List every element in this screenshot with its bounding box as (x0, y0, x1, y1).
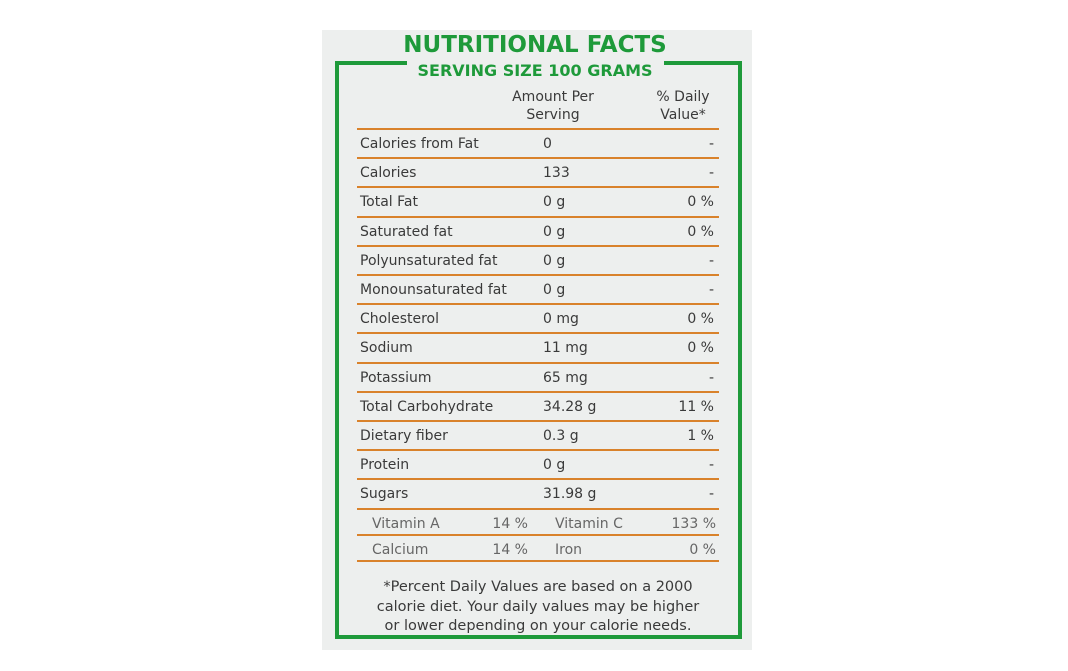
daily-value: - (708, 457, 714, 474)
nutrient: Polyunsaturated fat (360, 252, 498, 269)
daily-value: - (708, 369, 714, 386)
footnote: or lower depending on your calorie needs… (384, 618, 692, 634)
daily-value: 0 % (687, 194, 714, 211)
vitamin: Vitamin A (372, 515, 440, 532)
nutrient: Monounsaturated fat (360, 282, 507, 298)
amount: 0 g (543, 252, 566, 269)
nutrient: Calories from Fat (360, 136, 479, 152)
frame (664, 61, 742, 65)
vitamin: Iron (555, 541, 583, 558)
column-header: Serving (526, 107, 580, 123)
row-divider (357, 274, 719, 276)
amount: 0.3 g (543, 428, 579, 444)
column-header: Value* (660, 107, 706, 123)
title: NUTRITIONAL FACTS (403, 32, 667, 58)
row-divider (357, 215, 719, 218)
nutrient: Total Carbohydrate (360, 398, 494, 415)
subtitle: SERVING SIZE 100 GRAMS (417, 61, 653, 80)
daily-value: - (708, 252, 714, 269)
amount: 0 g (543, 282, 566, 298)
nutrient: Sodium (360, 340, 413, 357)
row-divider (357, 449, 719, 452)
row-divider (357, 420, 719, 422)
nutrient: Protein (360, 457, 410, 474)
row-divider (357, 157, 719, 160)
daily-value: 0 % (687, 223, 714, 240)
row-divider (357, 332, 719, 335)
vitamin: Calcium (372, 541, 429, 558)
daily-value: 11 % (678, 398, 714, 415)
row-divider (357, 128, 719, 130)
row-divider (357, 390, 719, 393)
amount: 11 mg (543, 340, 588, 357)
frame (335, 635, 742, 639)
daily-value: - (708, 486, 714, 503)
column-header: Amount Per (512, 89, 594, 105)
row-divider (357, 507, 719, 510)
amount: 65 mg (543, 369, 588, 386)
footnote: calorie diet. Your daily values may be h… (376, 598, 700, 615)
daily-value: - (708, 282, 714, 298)
frame (335, 61, 339, 639)
footnote: *Percent Daily Values are based on a 200… (383, 579, 693, 595)
frame (738, 61, 742, 639)
daily-value: 0 % (687, 311, 714, 328)
amount: 0 g (543, 194, 566, 211)
daily-value: - (708, 165, 714, 182)
row-divider (357, 303, 719, 306)
nutrient: Saturated fat (360, 223, 453, 240)
amount: 133 (543, 165, 570, 182)
vitamin-value: 14 % (492, 541, 528, 558)
vitamin-value: 14 % (492, 515, 528, 532)
vitamin-value: 133 % (671, 515, 716, 532)
amount: 34.28 g (543, 398, 597, 415)
amount: 0 (543, 136, 552, 152)
label-panel (322, 30, 752, 650)
daily-value: - (708, 136, 714, 152)
nutrient: Dietary fiber (360, 428, 448, 444)
row-divider (357, 186, 719, 189)
amount: 31.98 g (543, 486, 597, 503)
daily-value: 1 % (687, 428, 714, 444)
nutrient: Potassium (360, 369, 432, 386)
amount: 0 g (543, 223, 566, 240)
nutrient: Calories (360, 165, 417, 182)
row-divider (357, 361, 719, 364)
vitamin: Vitamin C (555, 515, 623, 532)
row-divider (357, 244, 719, 247)
row-divider (357, 478, 719, 481)
nutrient: Total Fat (360, 194, 418, 211)
row-divider (357, 560, 719, 562)
row-divider (357, 533, 719, 536)
amount: 0 mg (543, 311, 579, 328)
vitamin-value: 0 % (689, 541, 716, 558)
amount: 0 g (543, 457, 566, 474)
daily-value: 0 % (687, 340, 714, 357)
nutrient: Sugars (360, 486, 409, 503)
column-header: % Daily (656, 89, 710, 105)
frame (335, 61, 407, 65)
nutrient: Cholesterol (360, 311, 440, 328)
